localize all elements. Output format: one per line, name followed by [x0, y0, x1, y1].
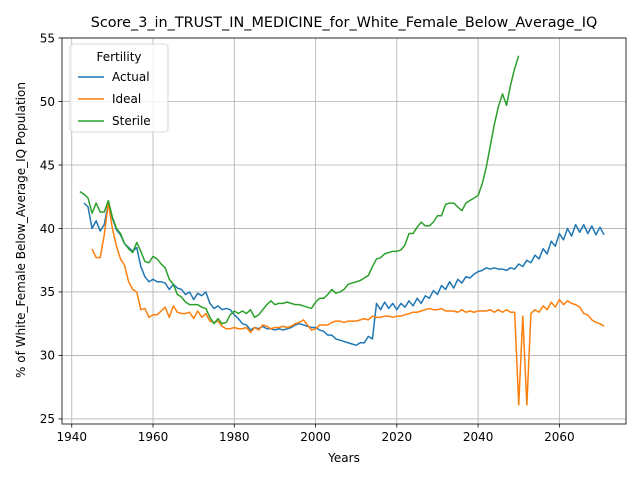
axes: 1940 1960 1980 2000 2020 2040 2060 25 30 35 40 45 50…: [40, 31, 627, 444]
y-tick-label: 25: [40, 412, 55, 426]
series-line-actual: [83, 202, 605, 347]
y-tick-label: 30: [40, 349, 55, 363]
legend-label-actual: Actual: [112, 70, 150, 84]
series-lines: [79, 55, 605, 406]
legend-label-sterile: Sterile: [112, 114, 151, 128]
x-tick-label: 2060: [544, 430, 575, 444]
x-tick-label: 2020: [382, 430, 413, 444]
y-tick-label: 45: [40, 158, 55, 172]
x-tick-label: 1940: [56, 430, 87, 444]
x-axis-label: Years: [327, 451, 360, 465]
series-line-sterile: [79, 55, 520, 325]
series-line-ideal: [91, 202, 605, 406]
y-tick-label: 55: [40, 31, 55, 45]
legend-box: [69, 43, 169, 133]
legend-label-ideal: Ideal: [112, 92, 141, 106]
x-tick-label: 2000: [300, 430, 331, 444]
x-tick-label: 1980: [219, 430, 250, 444]
legend: Fertility Actual Ideal Sterile: [69, 43, 169, 133]
y-axis-label: % of White_Female Below_Average_IQ Popul…: [14, 82, 28, 378]
x-tick-label: 1960: [138, 430, 169, 444]
legend-title: Fertility: [96, 50, 141, 64]
y-tick-label: 40: [40, 222, 55, 236]
plot-frame: [61, 37, 627, 425]
y-tick-label: 35: [40, 285, 55, 299]
x-tick-label: 2040: [463, 430, 494, 444]
y-tick-label: 50: [40, 95, 55, 109]
chart-title: Score_3_in_TRUST_IN_MEDICINE_for_White_F…: [91, 15, 598, 31]
